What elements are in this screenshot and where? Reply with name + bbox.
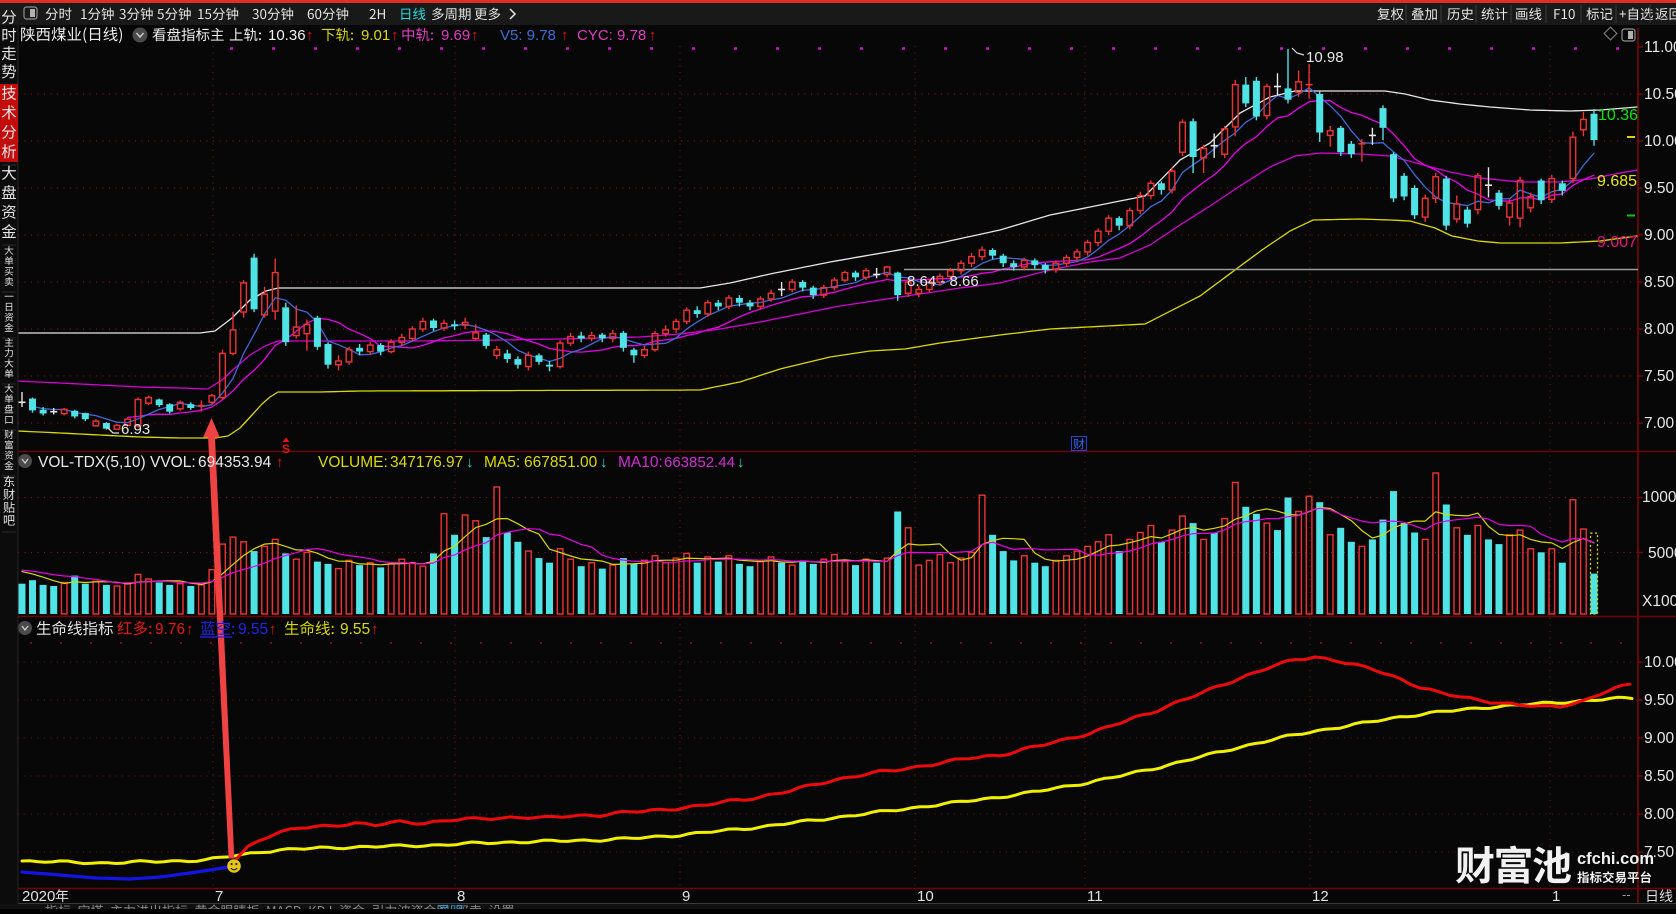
svg-text:663852.44: 663852.44: [664, 454, 735, 471]
svg-text:8.00: 8.00: [1644, 321, 1675, 338]
svg-text:6.93: 6.93: [121, 421, 150, 438]
svg-text:11.00: 11.00: [1644, 39, 1676, 56]
svg-text:5000: 5000: [1648, 545, 1676, 562]
svg-text:8.64 - 8.66: 8.64 - 8.66: [907, 273, 979, 290]
svg-text:10000: 10000: [1642, 489, 1676, 506]
svg-text:S: S: [282, 442, 290, 456]
svg-text:↑: ↑: [276, 454, 284, 471]
svg-text:7.50: 7.50: [1644, 368, 1675, 385]
svg-text:11: 11: [1087, 888, 1103, 905]
svg-text:V5: 9.78: V5: 9.78: [500, 27, 556, 44]
svg-text:10.00: 10.00: [1644, 654, 1676, 671]
svg-text:↑: ↑: [306, 27, 314, 44]
svg-text:10.00: 10.00: [1644, 133, 1676, 150]
svg-text:9: 9: [682, 888, 690, 905]
svg-text:7: 7: [215, 888, 223, 905]
svg-text:10.36: 10.36: [1598, 107, 1638, 124]
svg-text:347176.97: 347176.97: [390, 454, 463, 471]
svg-text:↑: ↑: [391, 27, 399, 44]
svg-text:9.55: 9.55: [238, 621, 268, 638]
svg-text:↓: ↓: [466, 454, 474, 471]
svg-text:10.98: 10.98: [1306, 49, 1344, 66]
svg-text:VOLUME:: VOLUME:: [318, 454, 388, 471]
svg-text:10.50: 10.50: [1644, 86, 1676, 103]
svg-text:--: --: [1622, 887, 1631, 902]
svg-text:7.00: 7.00: [1644, 415, 1675, 432]
svg-text:9.50: 9.50: [1644, 692, 1675, 709]
svg-text:9.55: 9.55: [340, 621, 370, 638]
svg-text:2020: 2020: [22, 888, 55, 905]
svg-text:↑: ↑: [371, 621, 379, 638]
svg-text:↓: ↓: [737, 454, 745, 471]
svg-text:10: 10: [917, 888, 934, 905]
svg-text:↑: ↑: [471, 27, 479, 44]
svg-text:10.36: 10.36: [268, 27, 306, 44]
svg-text:9.76: 9.76: [155, 621, 185, 638]
svg-text:667851.00: 667851.00: [524, 454, 598, 471]
svg-text:9.007: 9.007: [1597, 234, 1637, 251]
svg-text:↑: ↑: [649, 27, 657, 44]
svg-text:↑: ↑: [561, 27, 569, 44]
svg-text:9.685: 9.685: [1597, 173, 1637, 190]
svg-text:9.50: 9.50: [1644, 180, 1675, 197]
svg-text:8.00: 8.00: [1644, 806, 1675, 823]
svg-text:MA10:: MA10:: [618, 454, 663, 471]
svg-text:VVOL:: VVOL:: [150, 454, 196, 471]
svg-text:↑: ↑: [269, 621, 277, 638]
svg-text:8: 8: [457, 888, 465, 905]
svg-text:8.50: 8.50: [1644, 768, 1675, 785]
svg-text:X100: X100: [1642, 593, 1676, 610]
svg-text:CYC: 9.78: CYC: 9.78: [577, 27, 646, 44]
svg-text:MA5:: MA5:: [484, 454, 520, 471]
svg-text:12: 12: [1312, 888, 1329, 905]
svg-text:9.01: 9.01: [361, 27, 390, 44]
svg-text:694353.94: 694353.94: [198, 454, 272, 471]
svg-text:7.50: 7.50: [1644, 844, 1675, 861]
svg-text:↑: ↑: [186, 621, 194, 638]
svg-text:9.69: 9.69: [441, 27, 470, 44]
svg-text:9.00: 9.00: [1644, 227, 1675, 244]
svg-text:1: 1: [1552, 888, 1560, 905]
svg-text:VOL-TDX(5,10): VOL-TDX(5,10): [38, 454, 146, 471]
svg-text:8.50: 8.50: [1644, 274, 1675, 291]
svg-text:cfchi.com: cfchi.com: [1577, 850, 1654, 868]
svg-text:↓: ↓: [600, 454, 608, 471]
svg-text:9.00: 9.00: [1644, 730, 1675, 747]
